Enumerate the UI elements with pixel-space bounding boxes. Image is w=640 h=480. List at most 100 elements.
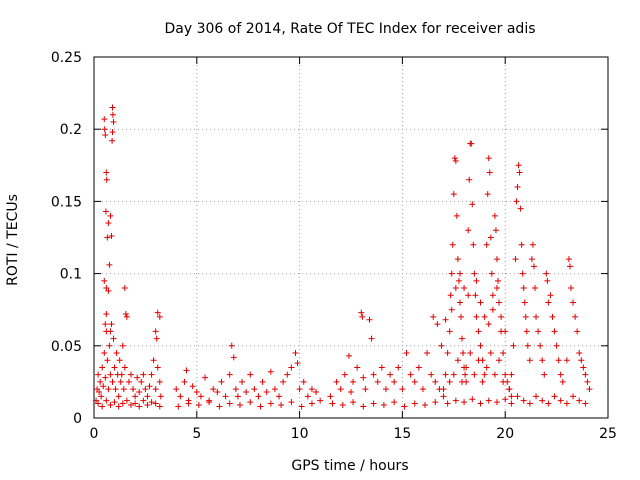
data-point [467, 350, 474, 357]
data-point [485, 155, 492, 162]
data-point [288, 399, 295, 406]
x-tick-label: 10 [291, 426, 309, 442]
data-point [491, 371, 498, 378]
data-point [532, 285, 539, 292]
data-point [456, 299, 463, 306]
data-point [292, 350, 299, 357]
data-point [101, 126, 108, 133]
y-tick-label: 0.25 [51, 50, 82, 66]
data-point [486, 169, 493, 176]
data-point [570, 393, 577, 400]
data-point [122, 311, 129, 318]
data-point [136, 403, 143, 410]
data-point [113, 350, 120, 357]
data-point [101, 277, 108, 284]
data-point [189, 383, 196, 390]
data-point [98, 393, 105, 400]
data-point [103, 397, 110, 404]
data-point [582, 371, 589, 378]
data-point [138, 378, 145, 385]
data-point [454, 256, 461, 263]
data-point [487, 234, 494, 241]
data-point [470, 241, 477, 248]
data-point [442, 371, 449, 378]
data-point [428, 371, 435, 378]
data-point [473, 277, 480, 284]
data-point [214, 389, 221, 396]
y-tick-labels: 0 0.05 0.1 0.15 0.2 0.25 [51, 50, 82, 427]
data-point [251, 386, 258, 393]
data-point [115, 403, 122, 410]
data-point [449, 241, 456, 248]
data-point [469, 396, 476, 403]
data-point [153, 335, 160, 342]
data-point [106, 261, 113, 268]
data-point [555, 357, 562, 364]
data-point [489, 292, 496, 299]
data-point [576, 397, 583, 404]
data-point [440, 393, 447, 400]
data-point [533, 313, 540, 320]
data-point [582, 400, 589, 407]
data-point [444, 350, 451, 357]
data-point [456, 270, 463, 277]
data-point [551, 393, 558, 400]
data-point [110, 335, 117, 342]
data-point [517, 205, 524, 212]
data-point [308, 400, 315, 407]
data-point [156, 403, 163, 410]
data-point [300, 378, 307, 385]
data-point [185, 400, 192, 407]
data-point [502, 328, 509, 335]
x-axis-label: GPS time / hours [291, 458, 408, 474]
data-point [359, 313, 366, 320]
data-point [366, 316, 373, 323]
data-point [210, 386, 217, 393]
y-tick-label: 0 [73, 411, 82, 427]
data-point [152, 386, 159, 393]
data-point [461, 399, 468, 406]
data-point [327, 393, 334, 400]
data-point [317, 397, 324, 404]
data-point [132, 400, 139, 407]
data-point [526, 400, 533, 407]
data-point [535, 328, 542, 335]
data-point [222, 393, 229, 400]
data-point [401, 403, 408, 410]
data-point [541, 371, 548, 378]
data-point [109, 129, 116, 136]
x-tick-label: 0 [90, 426, 99, 442]
data-point [510, 342, 517, 349]
data-point [313, 389, 320, 396]
data-point [462, 371, 469, 378]
data-point [105, 386, 112, 393]
grid-lines [94, 57, 608, 418]
data-point [140, 371, 147, 378]
data-point [183, 367, 190, 374]
data-point [454, 357, 461, 364]
data-point [563, 357, 570, 364]
data-point [107, 371, 114, 378]
data-point [487, 350, 494, 357]
data-point [434, 321, 441, 328]
data-point [110, 118, 117, 125]
data-point [452, 285, 459, 292]
data-point [257, 403, 264, 410]
data-point [460, 350, 467, 357]
data-point [516, 169, 523, 176]
data-point [387, 371, 394, 378]
data-point [446, 328, 453, 335]
data-point [513, 198, 520, 205]
data-point [228, 342, 235, 349]
data-point [481, 313, 488, 320]
data-point [345, 352, 352, 359]
data-point [360, 374, 367, 381]
data-point [234, 393, 241, 400]
data-point [106, 342, 113, 349]
data-point [107, 212, 114, 219]
data-point [461, 285, 468, 292]
data-point [218, 378, 225, 385]
data-point [150, 357, 157, 364]
x-tick-label: 15 [393, 426, 411, 442]
data-point [549, 313, 556, 320]
